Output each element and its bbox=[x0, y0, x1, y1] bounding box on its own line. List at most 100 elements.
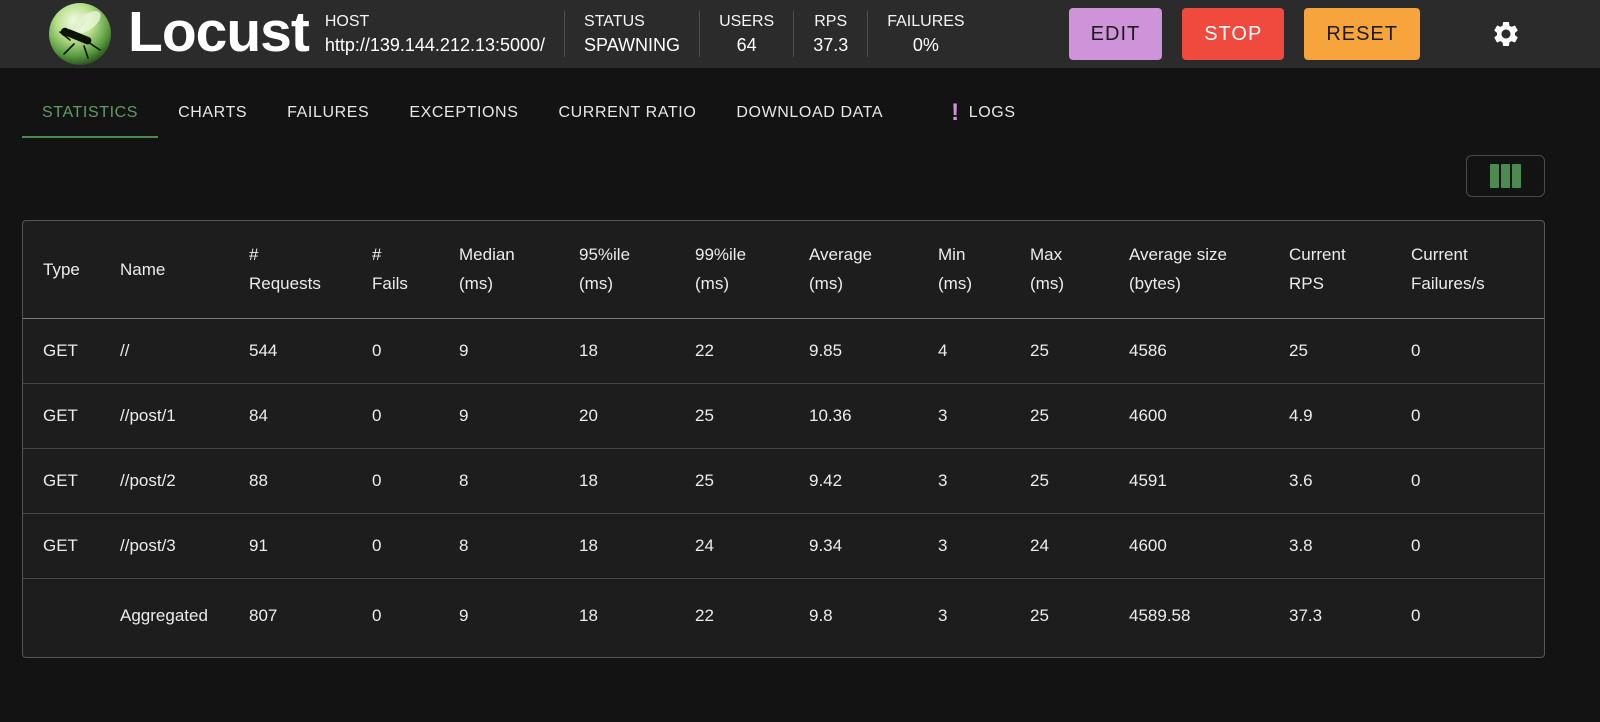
cell: 0 bbox=[1411, 448, 1544, 514]
tab-label: CURRENT RATIO bbox=[558, 104, 697, 121]
host-label: HOST bbox=[324, 13, 370, 31]
col-header-average[interactable]: Average (ms) bbox=[809, 221, 938, 319]
cell: 91 bbox=[249, 513, 372, 579]
column-selector-button[interactable] bbox=[1466, 155, 1545, 197]
status-label: STATUS bbox=[584, 13, 645, 31]
cell: 25 bbox=[1030, 448, 1129, 514]
status-indicator: STATUS SPAWNING bbox=[584, 11, 680, 57]
table-row-aggregated: Aggregated 807 0 9 18 22 9.8 3 25 4589.5… bbox=[23, 578, 1544, 654]
cell: 9.42 bbox=[809, 448, 938, 514]
users-label: USERS bbox=[719, 13, 775, 31]
divider bbox=[564, 11, 566, 57]
tab-label: STATISTICS bbox=[42, 104, 139, 121]
tab-download-data[interactable]: DOWNLOAD DATA bbox=[716, 88, 903, 138]
col-header-95ile[interactable]: 95%ile (ms) bbox=[579, 221, 695, 319]
col-header-fails[interactable]: # Fails bbox=[372, 221, 459, 319]
cell: 4600 bbox=[1129, 513, 1289, 579]
cell bbox=[23, 578, 120, 654]
cell: 544 bbox=[249, 318, 372, 384]
settings-button[interactable] bbox=[1490, 18, 1522, 50]
cell: 0 bbox=[1411, 383, 1544, 449]
cell: 0 bbox=[372, 448, 459, 514]
cell: 25 bbox=[1030, 318, 1129, 384]
tab-statistics[interactable]: STATISTICS bbox=[22, 88, 159, 138]
col-header-max[interactable]: Max (ms) bbox=[1030, 221, 1129, 319]
cell: 9 bbox=[459, 383, 579, 449]
stop-button[interactable]: STOP bbox=[1182, 8, 1285, 60]
exclamation-icon: ! bbox=[951, 99, 960, 126]
reset-button[interactable]: RESET bbox=[1304, 8, 1420, 60]
tab-charts[interactable]: CHARTS bbox=[158, 88, 267, 138]
col-header-avg-size[interactable]: Average size (bytes) bbox=[1129, 221, 1289, 319]
cell: 8 bbox=[459, 513, 579, 579]
cell: 9.8 bbox=[809, 606, 833, 626]
col-header-name[interactable]: Name bbox=[120, 221, 249, 319]
cell: 4591 bbox=[1129, 448, 1289, 514]
locust-logo-icon bbox=[49, 3, 111, 65]
failures-indicator: FAILURES 0% bbox=[887, 11, 964, 57]
cell: 4 bbox=[938, 318, 1030, 384]
cell: 18 bbox=[579, 513, 695, 579]
cell: GET bbox=[23, 448, 120, 514]
cell: 25 bbox=[695, 383, 809, 449]
cell: 0 bbox=[1411, 318, 1544, 384]
cell: 25 bbox=[695, 448, 809, 514]
cell: 0 bbox=[372, 383, 459, 449]
table-header-row: Type Name # Requests # Fails Median (ms) 95… bbox=[23, 221, 1544, 319]
tab-failures[interactable]: FAILURES bbox=[267, 88, 389, 138]
cell: 84 bbox=[249, 383, 372, 449]
tab-exceptions[interactable]: EXCEPTIONS bbox=[389, 88, 538, 138]
cell: 3 bbox=[938, 513, 1030, 579]
status-value: SPAWNING bbox=[584, 34, 681, 55]
rps-indicator: RPS 37.3 bbox=[813, 11, 848, 57]
cell: 37.3 bbox=[1289, 606, 1323, 626]
cell: 9.85 bbox=[809, 318, 938, 384]
cell: 18 bbox=[579, 606, 598, 626]
users-indicator: USERS 64 bbox=[719, 11, 774, 57]
tab-bar: STATISTICS CHARTS FAILURES EXCEPTIONS CU… bbox=[22, 88, 1600, 138]
app-bar: Locust HOST http://139.144.212.13:5000/ … bbox=[0, 0, 1600, 68]
cell: 18 bbox=[579, 318, 695, 384]
col-header-current-failures[interactable]: Current Failures/s bbox=[1411, 221, 1544, 319]
edit-button[interactable]: EDIT bbox=[1068, 8, 1163, 60]
divider bbox=[793, 11, 795, 57]
cell: 3 bbox=[938, 383, 1030, 449]
divider bbox=[699, 11, 701, 57]
statistics-table: Type Name # Requests # Fails Median (ms) 95… bbox=[23, 221, 1544, 654]
cell: 9.34 bbox=[809, 513, 938, 579]
col-header-median[interactable]: Median (ms) bbox=[459, 221, 579, 319]
col-header-min[interactable]: Min (ms) bbox=[938, 221, 1030, 319]
table-row: GET //post/3 91 0 8 18 24 9.34 3 24 4600… bbox=[23, 513, 1544, 579]
cell: GET bbox=[23, 383, 120, 449]
tab-label: EXCEPTIONS bbox=[409, 104, 519, 121]
cell: 0 bbox=[372, 513, 459, 579]
cell: 24 bbox=[1030, 513, 1129, 579]
tab-current-ratio[interactable]: CURRENT RATIO bbox=[538, 88, 716, 138]
cell: 25 bbox=[1289, 318, 1411, 384]
failures-label: FAILURES bbox=[887, 13, 965, 31]
col-header-99ile[interactable]: 99%ile (ms) bbox=[695, 221, 809, 319]
cell: 4586 bbox=[1129, 318, 1289, 384]
cell: 20 bbox=[579, 383, 695, 449]
cell: 24 bbox=[695, 513, 809, 579]
col-header-type[interactable]: Type bbox=[23, 221, 120, 319]
table-row: GET // 544 0 9 18 22 9.85 4 25 4586 25 0 bbox=[23, 318, 1544, 384]
tab-label: FAILURES bbox=[287, 104, 370, 121]
col-header-current-rps[interactable]: Current RPS bbox=[1289, 221, 1411, 319]
brand-title: Locust bbox=[128, 0, 310, 64]
view-columns-icon bbox=[1490, 164, 1521, 188]
cell: 88 bbox=[249, 448, 372, 514]
tab-logs[interactable]: ! LOGS bbox=[931, 88, 1035, 138]
cell: GET bbox=[23, 318, 120, 384]
cell: 4600 bbox=[1129, 383, 1289, 449]
cell: 4589.58 bbox=[1129, 606, 1191, 626]
cell: 3 bbox=[938, 606, 948, 626]
cell: 0 bbox=[1411, 606, 1421, 626]
col-header-requests[interactable]: # Requests bbox=[249, 221, 372, 319]
divider bbox=[867, 11, 869, 57]
cell: //post/3 bbox=[120, 513, 249, 579]
rps-value: 37.3 bbox=[813, 34, 849, 55]
cell: 25 bbox=[1030, 383, 1129, 449]
users-value: 64 bbox=[736, 34, 757, 55]
cell: 9 bbox=[459, 606, 469, 626]
